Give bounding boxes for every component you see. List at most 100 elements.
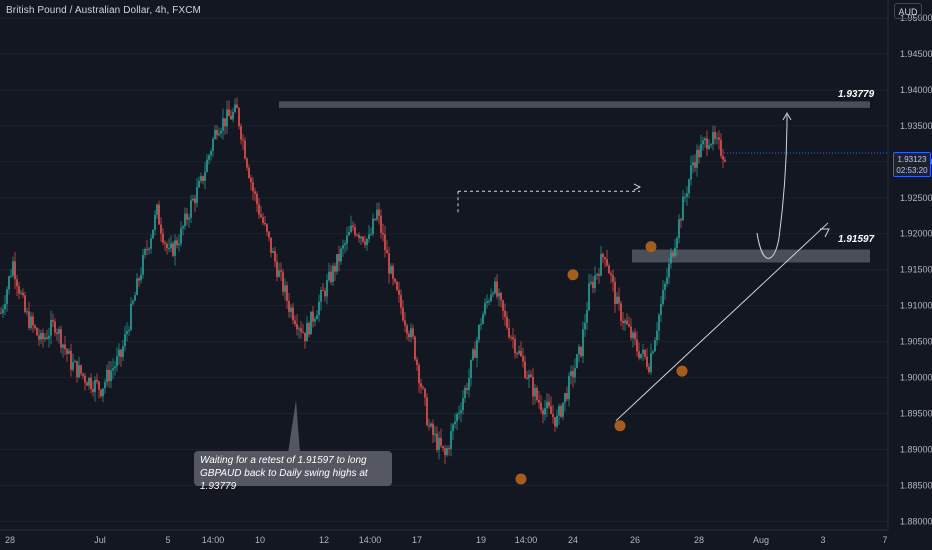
candle-body[interactable] bbox=[130, 303, 132, 330]
candle-body[interactable] bbox=[316, 315, 318, 320]
candle-body[interactable] bbox=[666, 277, 668, 284]
candle-body[interactable] bbox=[78, 365, 80, 378]
candle-body[interactable] bbox=[236, 104, 238, 109]
path-projection-curve[interactable] bbox=[756, 114, 788, 259]
candle-body[interactable] bbox=[336, 254, 338, 272]
candle-body[interactable] bbox=[598, 274, 600, 276]
candle-body[interactable] bbox=[396, 281, 398, 290]
candle-body[interactable] bbox=[506, 316, 508, 328]
candle-body[interactable] bbox=[492, 292, 494, 295]
candle-body[interactable] bbox=[398, 289, 400, 295]
candle-body[interactable] bbox=[200, 176, 202, 181]
candle-body[interactable] bbox=[432, 423, 434, 435]
candle-body[interactable] bbox=[84, 375, 86, 383]
candle-body[interactable] bbox=[724, 159, 726, 162]
candle-body[interactable] bbox=[94, 379, 96, 393]
candle-body[interactable] bbox=[670, 252, 672, 264]
candle-body[interactable] bbox=[18, 286, 20, 294]
candle-body[interactable] bbox=[486, 301, 488, 304]
candle-body[interactable] bbox=[284, 285, 286, 292]
candle-body[interactable] bbox=[650, 353, 652, 373]
candle-body[interactable] bbox=[274, 251, 276, 262]
candle-body[interactable] bbox=[280, 270, 282, 272]
candle-body[interactable] bbox=[92, 388, 94, 393]
candle-body[interactable] bbox=[134, 295, 136, 301]
candle-body[interactable] bbox=[232, 111, 234, 120]
candle-body[interactable] bbox=[434, 433, 436, 435]
candle-body[interactable] bbox=[44, 337, 46, 340]
candle-body[interactable] bbox=[556, 415, 558, 427]
candle-body[interactable] bbox=[128, 329, 130, 332]
candle-body[interactable] bbox=[214, 130, 216, 139]
candle-body[interactable] bbox=[330, 271, 332, 283]
candle-body[interactable] bbox=[572, 371, 574, 378]
candle-body[interactable] bbox=[166, 243, 168, 249]
candle-body[interactable] bbox=[488, 301, 490, 303]
candle-body[interactable] bbox=[516, 353, 518, 355]
candle-body[interactable] bbox=[564, 393, 566, 403]
candle-body[interactable] bbox=[638, 351, 640, 359]
candle-body[interactable] bbox=[578, 346, 580, 355]
candle-body[interactable] bbox=[704, 138, 706, 141]
candle-body[interactable] bbox=[2, 309, 4, 314]
candle-body[interactable] bbox=[494, 281, 496, 293]
candle-body[interactable] bbox=[404, 320, 406, 326]
candle-body[interactable] bbox=[180, 228, 182, 244]
candle-body[interactable] bbox=[440, 437, 442, 447]
candle-body[interactable] bbox=[266, 224, 268, 232]
candle-body[interactable] bbox=[208, 155, 210, 160]
candle-body[interactable] bbox=[590, 281, 592, 284]
candle-body[interactable] bbox=[498, 292, 500, 297]
candle-body[interactable] bbox=[324, 290, 326, 297]
candle-body[interactable] bbox=[344, 243, 346, 246]
candle-body[interactable] bbox=[586, 310, 588, 323]
candle-body[interactable] bbox=[26, 311, 28, 313]
candle-body[interactable] bbox=[216, 130, 218, 136]
candle-body[interactable] bbox=[504, 310, 506, 317]
candle-body[interactable] bbox=[548, 401, 550, 407]
candle-body[interactable] bbox=[708, 145, 710, 149]
candle-body[interactable] bbox=[628, 324, 630, 327]
candle-body[interactable] bbox=[10, 275, 12, 277]
candle-body[interactable] bbox=[522, 356, 524, 362]
candle-body[interactable] bbox=[380, 215, 382, 233]
candle-body[interactable] bbox=[460, 410, 462, 413]
candle-body[interactable] bbox=[450, 431, 452, 449]
candle-body[interactable] bbox=[106, 369, 108, 383]
candle-body[interactable] bbox=[254, 191, 256, 194]
candle-body[interactable] bbox=[170, 243, 172, 249]
candle-body[interactable] bbox=[370, 233, 372, 235]
candle-body[interactable] bbox=[694, 162, 696, 168]
candle-body[interactable] bbox=[140, 274, 142, 281]
candle-body[interactable] bbox=[470, 359, 472, 379]
candle-body[interactable] bbox=[542, 410, 544, 415]
candle-body[interactable] bbox=[98, 381, 100, 390]
candle-body[interactable] bbox=[444, 448, 446, 456]
candle-body[interactable] bbox=[260, 214, 262, 218]
candle-body[interactable] bbox=[252, 182, 254, 192]
candle-body[interactable] bbox=[442, 446, 444, 449]
candle-body[interactable] bbox=[108, 369, 110, 382]
candle-body[interactable] bbox=[42, 333, 44, 340]
candle-body[interactable] bbox=[138, 278, 140, 281]
candle-body[interactable] bbox=[282, 271, 284, 292]
candle-body[interactable] bbox=[378, 209, 380, 216]
candle-body[interactable] bbox=[96, 379, 98, 382]
candle-body[interactable] bbox=[294, 320, 296, 325]
candle-body[interactable] bbox=[234, 104, 236, 112]
candle-body[interactable] bbox=[224, 118, 226, 127]
candle-body[interactable] bbox=[100, 389, 102, 397]
candle-body[interactable] bbox=[452, 424, 454, 432]
candle-body[interactable] bbox=[304, 332, 306, 342]
candle-body[interactable] bbox=[354, 227, 356, 235]
candle-body[interactable] bbox=[560, 406, 562, 417]
candle-body[interactable] bbox=[582, 329, 584, 357]
candle-body[interactable] bbox=[658, 314, 660, 331]
candle-body[interactable] bbox=[104, 382, 106, 389]
candle-body[interactable] bbox=[338, 254, 340, 262]
candle-body[interactable] bbox=[80, 365, 82, 374]
candle-body[interactable] bbox=[32, 316, 34, 326]
candle-body[interactable] bbox=[722, 155, 724, 160]
candle-body[interactable] bbox=[156, 204, 158, 215]
